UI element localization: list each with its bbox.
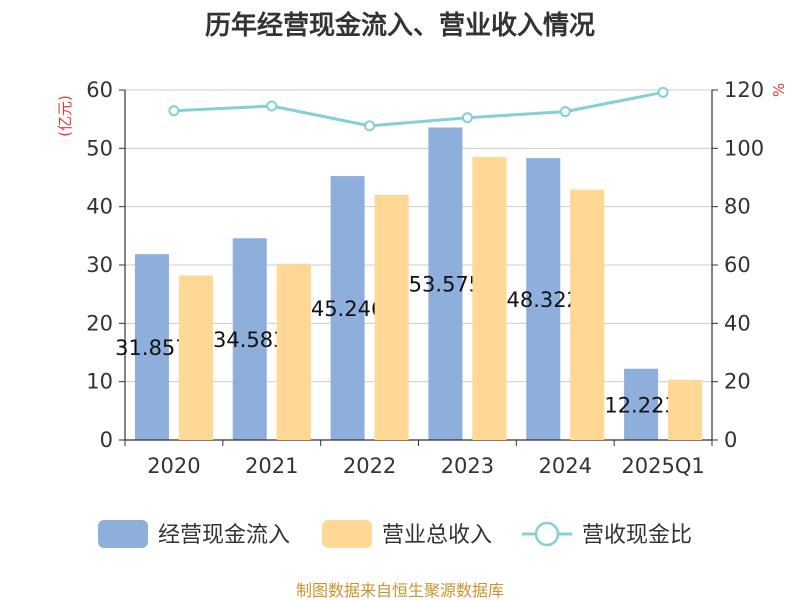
right-axis-tick-label: 100 bbox=[724, 136, 764, 160]
x-axis-tick-label: 2023 bbox=[441, 454, 494, 478]
ratio-point bbox=[364, 120, 376, 132]
left-axis-tick-label: 50 bbox=[86, 136, 113, 160]
left-axis-tick-label: 60 bbox=[86, 78, 113, 102]
source-note: 制图数据来自恒生聚源数据库 bbox=[296, 581, 504, 600]
bar-cash-inflow bbox=[624, 368, 659, 440]
data-label-cash-inflow: 12.223 bbox=[604, 393, 677, 417]
bar-cash-inflow bbox=[134, 254, 169, 440]
data-labels: 31.857 34.583 45.246 53.575 48.322 12.223 bbox=[115, 157, 703, 441]
legend-swatch-cash-inflow bbox=[98, 520, 148, 548]
bar-cash-inflow bbox=[428, 127, 463, 441]
x-axis-tick-label: 2024 bbox=[539, 454, 592, 478]
right-axis-tick-label: 80 bbox=[724, 195, 751, 219]
right-axis-tick-label: 20 bbox=[724, 370, 751, 394]
bar-cash-inflow bbox=[330, 176, 365, 440]
data-label-cash-inflow: 53.575 bbox=[409, 273, 482, 297]
left-axis-tick-label: 0 bbox=[100, 428, 113, 452]
ratio-point bbox=[168, 105, 180, 117]
bar-cash-inflow bbox=[526, 158, 561, 440]
bar-revenue-overlay bbox=[178, 275, 213, 440]
bar-revenue-overlay bbox=[570, 189, 605, 440]
right-axis-tick-label: 40 bbox=[724, 311, 751, 335]
ratio-line bbox=[173, 90, 664, 128]
legend: 经营现金流入 营业总收入 营收现金比 bbox=[98, 520, 692, 548]
bar-revenue-overlay bbox=[668, 379, 703, 440]
legend-label-cash-inflow: 经营现金流入 bbox=[158, 523, 290, 548]
right-axis-tick-label: 60 bbox=[724, 253, 751, 277]
bar-cash-inflow bbox=[232, 238, 267, 440]
x-axis-tick-label: 2021 bbox=[245, 454, 298, 478]
bar-revenue-overlay bbox=[276, 263, 311, 440]
x-axis-tick-label: 2022 bbox=[343, 454, 396, 478]
legend-label-revenue: 营业总收入 bbox=[382, 523, 492, 548]
ratio-point bbox=[657, 86, 669, 98]
grid bbox=[125, 89, 712, 383]
left-axis-tick-label: 30 bbox=[86, 253, 113, 277]
chart-title: 历年经营现金流入、营业收入情况 bbox=[205, 10, 595, 41]
ratio-point bbox=[559, 106, 571, 118]
ratio-line-layer bbox=[168, 86, 669, 132]
data-label-cash-inflow: 48.322 bbox=[507, 288, 580, 312]
x-axis-tick-label: 2020 bbox=[147, 454, 200, 478]
right-axis-unit: % bbox=[770, 83, 788, 97]
legend-swatch-revenue bbox=[322, 520, 372, 548]
left-axis-tick-label: 10 bbox=[86, 370, 113, 394]
left-axis-tick-label: 20 bbox=[86, 311, 113, 335]
legend-marker-ratio bbox=[534, 521, 560, 547]
bar-revenue-overlay bbox=[374, 195, 409, 440]
right-axis-tick-label: 120 bbox=[724, 78, 764, 102]
data-label-cash-inflow: 31.857 bbox=[115, 336, 188, 360]
left-axis-tick-label: 40 bbox=[86, 195, 113, 219]
bar-revenue-overlay bbox=[472, 157, 507, 441]
left-axis-unit: (亿元) bbox=[56, 95, 74, 137]
ratio-point bbox=[461, 112, 473, 124]
axes: 0 10 20 30 40 50 60 0 20 40 60 80 100 120 2020 2021 2022… bbox=[86, 78, 764, 478]
ratio-point bbox=[266, 100, 278, 112]
data-label-cash-inflow: 34.583 bbox=[213, 328, 286, 352]
right-axis-tick-label: 0 bbox=[724, 428, 737, 452]
data-label-cash-inflow: 45.246 bbox=[311, 297, 384, 321]
legend-label-ratio: 营收现金比 bbox=[582, 523, 692, 548]
x-axis-tick-label: 2025Q1 bbox=[621, 454, 704, 478]
